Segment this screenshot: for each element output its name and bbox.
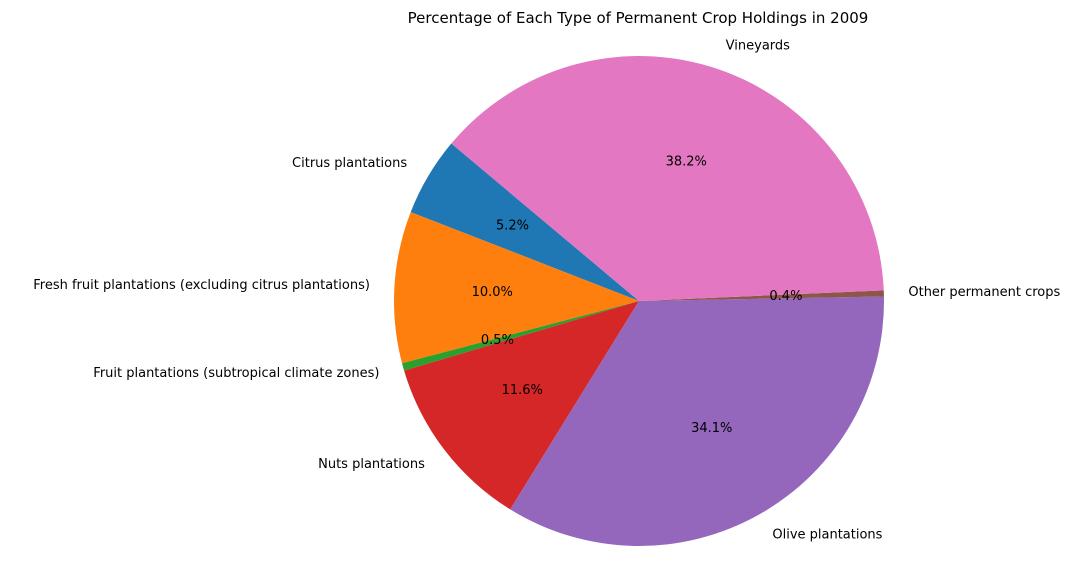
slice-label-olive-plantations: Olive plantations xyxy=(772,528,882,543)
slice-fruit-plantations-subtropical-climate-zones xyxy=(402,301,639,371)
pct-label-vineyards: 38.2% xyxy=(666,154,707,169)
pct-label-fresh-fruit-plantations-excluding-citrus-plantations: 10.0% xyxy=(472,285,513,300)
slice-label-fruit-plantations-subtropical-climate-zones: Fruit plantations (subtropical climate z… xyxy=(93,366,379,381)
pct-label-citrus-plantations: 5.2% xyxy=(496,219,529,234)
slice-fresh-fruit-plantations-excluding-citrus-plantations xyxy=(394,212,639,364)
slice-citrus-plantations xyxy=(410,143,639,301)
slice-label-vineyards: Vineyards xyxy=(726,38,790,53)
slice-vineyards xyxy=(451,56,884,301)
slice-label-fresh-fruit-plantations-excluding-citrus-plantations: Fresh fruit plantations (excluding citru… xyxy=(33,278,370,293)
pie-labels: Citrus plantations 5.2% Fresh fruit planta… xyxy=(33,38,1060,542)
slice-other-permanent-crops xyxy=(639,290,884,301)
slice-label-nuts-plantations: Nuts plantations xyxy=(318,457,425,472)
slice-olive-plantations xyxy=(510,296,884,546)
pct-label-fruit-plantations-subtropical-climate-zones: 0.5% xyxy=(481,333,514,348)
pct-label-other-permanent-crops: 0.4% xyxy=(769,289,802,304)
pie-slices xyxy=(394,56,884,546)
slice-label-citrus-plantations: Citrus plantations xyxy=(292,156,407,171)
pct-label-olive-plantations: 34.1% xyxy=(691,421,732,436)
slice-nuts-plantations xyxy=(404,301,639,510)
slice-label-other-permanent-crops: Other permanent crops xyxy=(908,285,1060,300)
pct-label-nuts-plantations: 11.6% xyxy=(502,383,543,398)
chart-title: Percentage of Each Type of Permanent Cro… xyxy=(408,9,869,27)
